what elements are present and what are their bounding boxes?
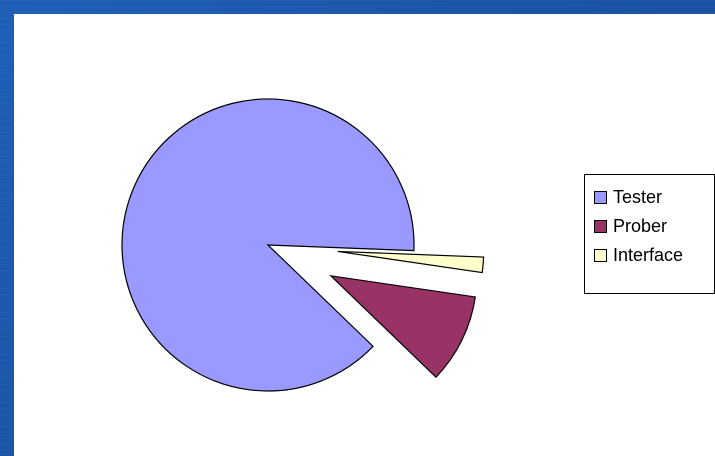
legend-swatch-interface — [594, 249, 607, 262]
legend-label-tester: Tester — [613, 187, 663, 207]
pie-slice-interface — [337, 250, 485, 274]
pie-chart — [121, 98, 485, 392]
chart-legend: Tester Prober Interface — [584, 174, 715, 294]
legend-item-interface: Interface — [594, 241, 714, 270]
legend-label-interface: Interface — [613, 245, 684, 265]
legend-label-prober: Prober — [613, 216, 668, 236]
legend-swatch-prober — [594, 220, 607, 233]
pie-slice-prober — [329, 274, 476, 379]
legend-swatch-tester — [594, 191, 607, 204]
pie-slice-tester — [121, 98, 415, 392]
legend-item-tester: Tester — [594, 183, 714, 212]
chart-area: Tester Prober Interface — [14, 14, 715, 456]
legend-item-prober: Prober — [594, 212, 714, 241]
pie-slices — [121, 98, 485, 392]
